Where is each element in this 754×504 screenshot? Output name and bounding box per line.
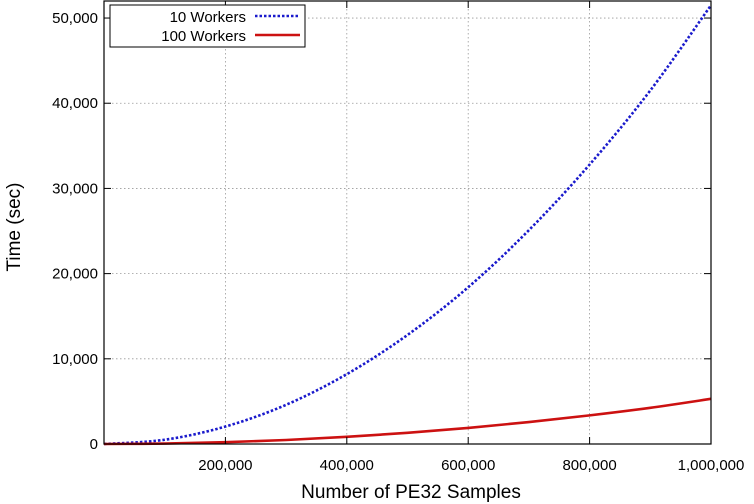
legend: 10 Workers 100 Workers	[109, 4, 306, 48]
x-tick-label: 400,000	[320, 457, 374, 474]
x-tick-label: 200,000	[198, 457, 252, 474]
y-axis-label: Time (sec)	[4, 182, 25, 271]
y-tick-label: 0	[90, 436, 98, 453]
series-line-100-workers	[103, 397, 712, 446]
y-tick-label: 10,000	[52, 351, 98, 368]
x-tick-label: 1,000,000	[678, 457, 745, 474]
x-tick-label: 600,000	[441, 457, 495, 474]
legend-box	[109, 4, 306, 48]
x-axis-label: Number of PE32 Samples	[301, 482, 521, 503]
y-tick-label: 20,000	[52, 266, 98, 283]
grid-lines	[104, 1, 711, 444]
legend-label-10-workers: 10 Workers	[170, 9, 246, 26]
series-line-10-workers	[103, 4, 713, 446]
plot-frame	[103, 0, 712, 445]
tick-marks	[104, 1, 712, 445]
legend-label-100-workers: 100 Workers	[161, 28, 246, 45]
x-tick-label: 800,000	[562, 457, 616, 474]
y-tick-labels: 0 10,000 20,000 30,000 40,000 50,000	[52, 10, 98, 453]
x-tick-labels: 200,000 400,000 600,000 800,000 1,000,000	[198, 457, 744, 474]
y-tick-label: 30,000	[52, 180, 98, 197]
y-tick-label: 40,000	[52, 95, 98, 112]
y-tick-label: 50,000	[52, 10, 98, 27]
series-lines	[103, 4, 713, 446]
